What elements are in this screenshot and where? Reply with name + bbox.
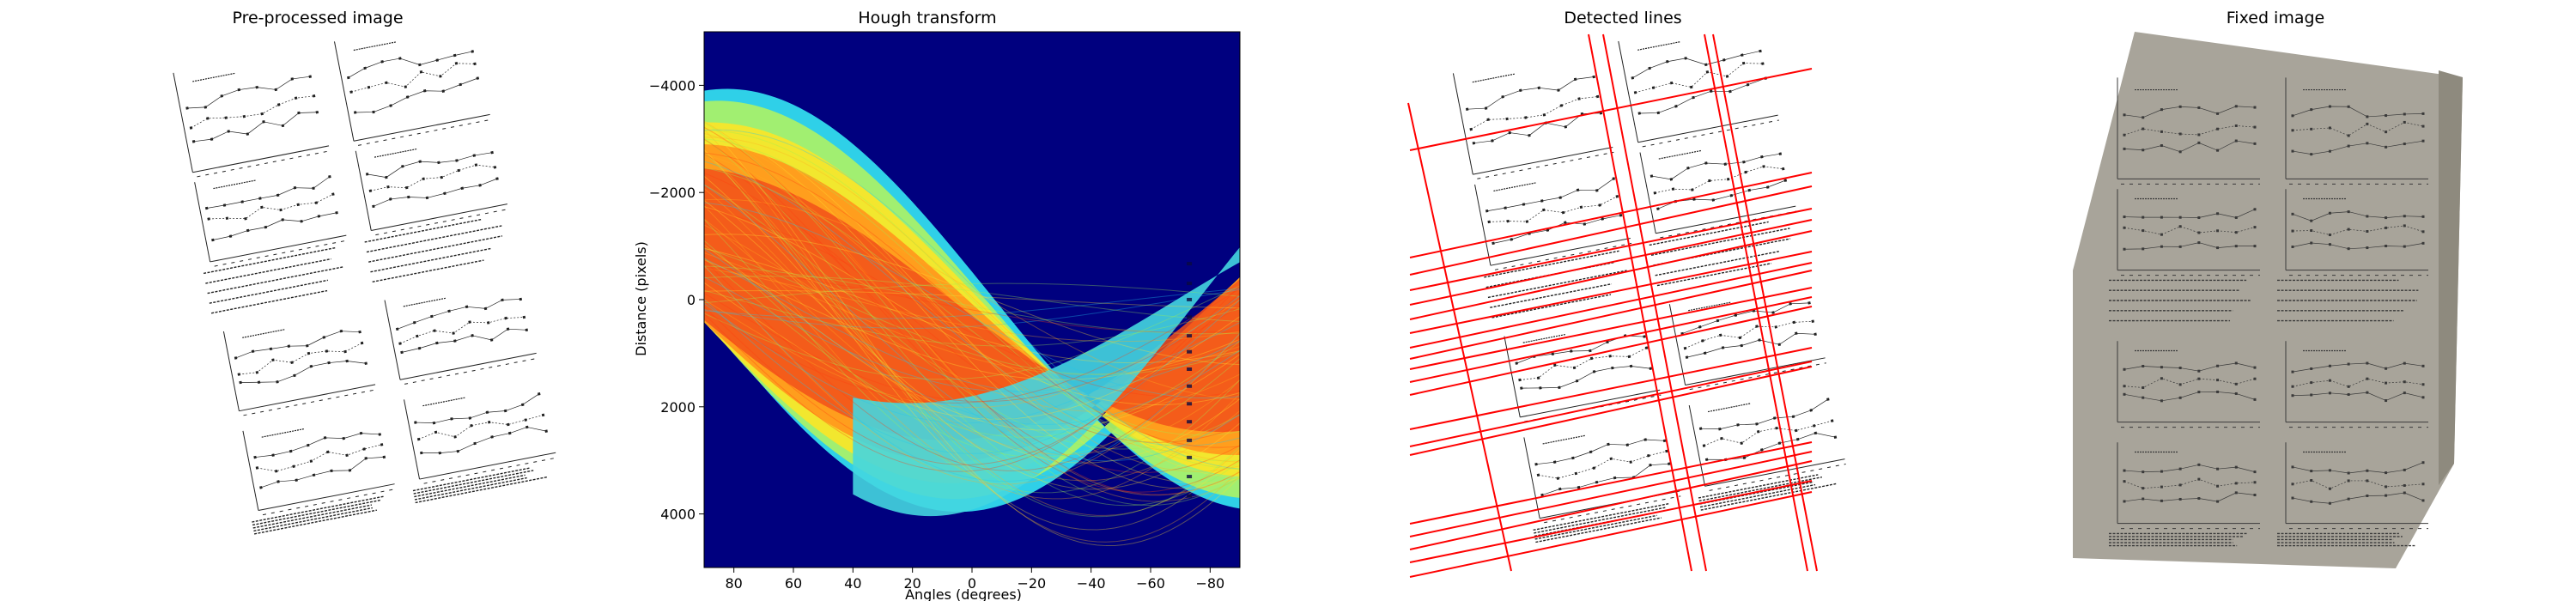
detected-line — [1409, 347, 1813, 430]
detected-line — [1409, 451, 1813, 537]
peak-mark — [1187, 282, 1193, 286]
hough-accumulator — [704, 88, 1240, 547]
y-tick-label: −2000 — [649, 185, 696, 201]
x-tick-label: 60 — [785, 575, 802, 592]
detected-line — [1409, 68, 1813, 151]
detected-lines-title: Detected lines — [1564, 9, 1682, 27]
detected-line — [1409, 262, 1813, 349]
peak-mark — [1187, 315, 1193, 319]
hough-panel: Hough transform Angles (degrees) Distanc… — [601, 0, 1254, 601]
page-photo — [2073, 32, 2463, 568]
fixed-title: Fixed image — [2226, 9, 2325, 27]
peak-mark — [1187, 438, 1193, 442]
x-tick-label: 80 — [725, 575, 742, 592]
peak-mark — [1187, 334, 1193, 338]
preprocessed-panel: Pre-processed image — [94, 0, 557, 601]
peak-mark — [1187, 494, 1193, 498]
peak-mark — [1187, 297, 1193, 301]
detected-line — [1712, 33, 1818, 572]
y-tick-label: 2000 — [660, 399, 696, 416]
detected-line — [1704, 33, 1808, 572]
detected-line — [1409, 270, 1813, 360]
y-tick-label: 4000 — [660, 507, 696, 523]
x-tick-label: −80 — [1195, 575, 1224, 592]
detected-line — [1409, 441, 1813, 525]
detected-line — [1409, 185, 1813, 276]
peak-mark — [1187, 420, 1193, 424]
peak-mark — [1187, 349, 1193, 354]
detected-line — [1409, 491, 1813, 578]
detected-line — [1409, 230, 1813, 320]
detected-line — [1409, 296, 1813, 383]
x-tick-label: −20 — [1017, 575, 1046, 592]
fixed-panel: Fixed image — [2061, 0, 2490, 601]
detected-line — [1602, 33, 1707, 572]
page-content — [2109, 77, 2428, 547]
preprocessed-image — [173, 41, 557, 535]
x-tick-label: −60 — [1136, 575, 1165, 592]
rotated-page — [1452, 40, 1846, 543]
page-shadow — [2439, 70, 2463, 485]
rotated-page — [173, 41, 557, 535]
detected-line — [1409, 219, 1813, 306]
peak-mark — [1187, 475, 1193, 479]
preprocessed-title: Pre-processed image — [232, 9, 404, 27]
x-tick-label: 40 — [844, 575, 861, 592]
peak-mark — [1187, 262, 1193, 266]
detected-line — [1409, 287, 1813, 370]
x-tick-label: 0 — [968, 575, 976, 592]
detected-line — [1409, 460, 1813, 550]
peak-mark — [1187, 402, 1193, 406]
detected-line-set — [1407, 33, 1818, 578]
detected-lines-image — [1407, 33, 1846, 578]
fixed-image — [2073, 32, 2463, 568]
detected-line — [1409, 172, 1813, 258]
x-axis-label: Angles (degrees) — [905, 586, 1022, 601]
x-tick-label: 20 — [903, 575, 920, 592]
detected-lines-panel: Detected lines — [1407, 0, 1846, 601]
detected-line — [1409, 366, 1813, 456]
y-tick-label: −4000 — [649, 77, 696, 94]
detected-line — [1409, 306, 1813, 396]
hough-plot: Angles (degrees) Distance (pixels) 80 60 4… — [633, 31, 1241, 601]
hough-title: Hough transform — [858, 9, 997, 27]
x-tick-label: −40 — [1077, 575, 1106, 592]
peak-mark — [1187, 367, 1193, 372]
detected-line — [1409, 251, 1813, 334]
peak-mark — [1187, 455, 1193, 459]
band-lower-tail — [853, 246, 1240, 517]
y-tick-label: 0 — [687, 292, 696, 308]
detected-line — [1409, 480, 1813, 563]
detected-line — [1409, 361, 1813, 447]
detected-line — [1409, 208, 1813, 291]
band-red — [704, 168, 1240, 440]
y-axis-label: Distance (pixels) — [633, 241, 649, 356]
peak-mark — [1187, 384, 1193, 388]
